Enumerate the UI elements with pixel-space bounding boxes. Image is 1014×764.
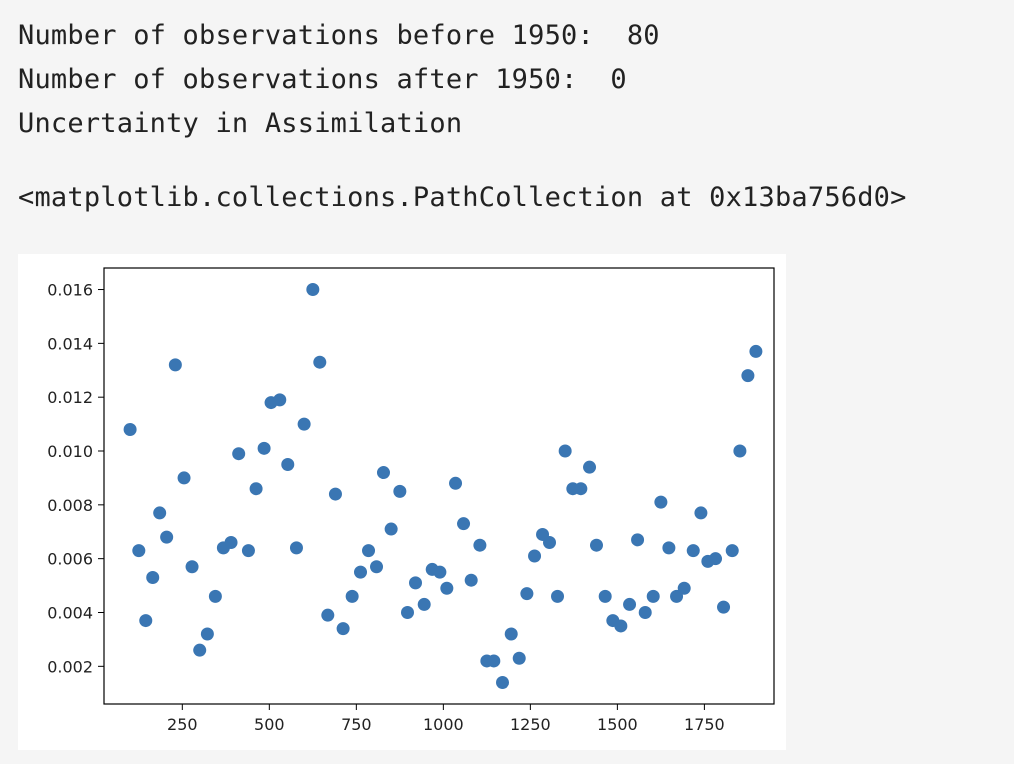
scatter-point [384,522,398,536]
scatter-point [631,533,645,547]
scatter-point [132,544,146,558]
scatter-point [376,466,390,480]
scatter-point [574,482,588,496]
scatter-point [297,417,311,431]
scatter-point [725,544,739,558]
scatter-point [177,471,191,485]
scatter-point [733,444,747,458]
y-tick-label: 0.014 [47,334,93,353]
y-tick-label: 0.006 [47,550,93,569]
scatter-point [589,538,603,552]
scatter-point [487,654,501,668]
plot-frame [103,267,775,705]
y-tick-label: 0.004 [47,603,93,622]
scatter-point [345,589,359,603]
scatter-point [160,530,174,544]
scatter-point [670,589,684,603]
scatter-point [139,614,153,628]
y-tick-label: 0.002 [47,657,93,676]
scatter-point [496,675,510,689]
scatter-point [449,476,463,490]
scatter-point [520,587,534,601]
scatter-point [583,460,597,474]
scatter-point [153,506,167,520]
scatter-point [623,597,637,611]
scatter-point [123,422,137,436]
scatter-chart: 250 500 750 1000 1250 1500 1750 0.002 0.004 0.006… [47,267,775,734]
scatter-point [241,544,255,558]
scatter-point [717,600,731,614]
scatter-point [638,605,652,619]
x-tick-label: 750 [341,715,372,734]
output-repr: <matplotlib.collections.PathCollection a… [18,182,907,213]
scatter-point [289,541,303,555]
scatter-point [528,549,542,563]
x-tick-label: 250 [167,715,198,734]
scatter-point [306,283,320,297]
scatter-point [249,482,263,496]
scatter-point [273,393,287,407]
x-tick-label: 1250 [510,715,551,734]
scatter-point [354,565,368,579]
scatter-point [370,560,384,574]
scatter-point [440,581,454,595]
scatter-point [749,344,763,358]
scatter-point [433,565,447,579]
scatter-point [558,444,572,458]
y-tick-label: 0.016 [47,281,93,300]
scatter-point [543,536,557,550]
scatter-point [551,589,565,603]
scatter-point [417,597,431,611]
scatter-point [677,581,691,595]
output-line-title: Uncertainty in Assimilation [18,108,463,139]
scatter-point [646,589,660,603]
scatter-point [401,605,415,619]
x-tick-label: 1500 [597,715,638,734]
scatter-point [168,358,182,372]
x-tick-label: 1750 [684,715,725,734]
scatter-point [662,541,676,555]
scatter-point [512,651,526,665]
scatter-point [393,484,407,498]
scatter-point [409,576,423,590]
scatter-point [185,560,199,574]
scatter-point [598,589,612,603]
y-tick-label: 0.012 [47,388,93,407]
scatter-point [336,622,350,636]
y-tick-label: 0.010 [47,442,93,461]
scatter-point [193,643,207,657]
scatter-point [146,571,160,585]
scatter-point [362,544,376,558]
scatter-point [686,544,700,558]
x-tick-label: 1000 [423,715,464,734]
scatter-point [208,589,222,603]
scatter-point [464,573,478,587]
output-line-after-1950: Number of observations after 1950: 0 [18,64,627,95]
figure: 250 500 750 1000 1250 1500 1750 0.002 0.004 0.006… [18,254,786,750]
scatter-point [709,552,723,566]
scatter-point [457,517,471,531]
output-line-before-1950: Number of observations before 1950: 80 [18,20,660,51]
scatter-point [473,538,487,552]
scatter-point [257,441,271,455]
x-tick-label: 500 [254,715,285,734]
scatter-point [694,506,708,520]
scatter-point [654,495,668,509]
scatter-point [200,627,214,641]
scatter-point [224,536,238,550]
scatter-point [232,447,246,461]
scatter-point [313,355,327,369]
scatter-point [741,369,755,383]
axis-ticks: 250 500 750 1000 1250 1500 1750 0.002 0.004 0.006… [47,281,725,734]
scatter-points [123,283,763,689]
cell-output: Number of observations before 1950: 80 N… [18,14,907,220]
scatter-point [504,627,518,641]
scatter-point [281,457,295,471]
scatter-point [321,608,335,622]
scatter-point [614,619,628,633]
scatter-point [328,487,342,501]
y-tick-label: 0.008 [47,496,93,515]
